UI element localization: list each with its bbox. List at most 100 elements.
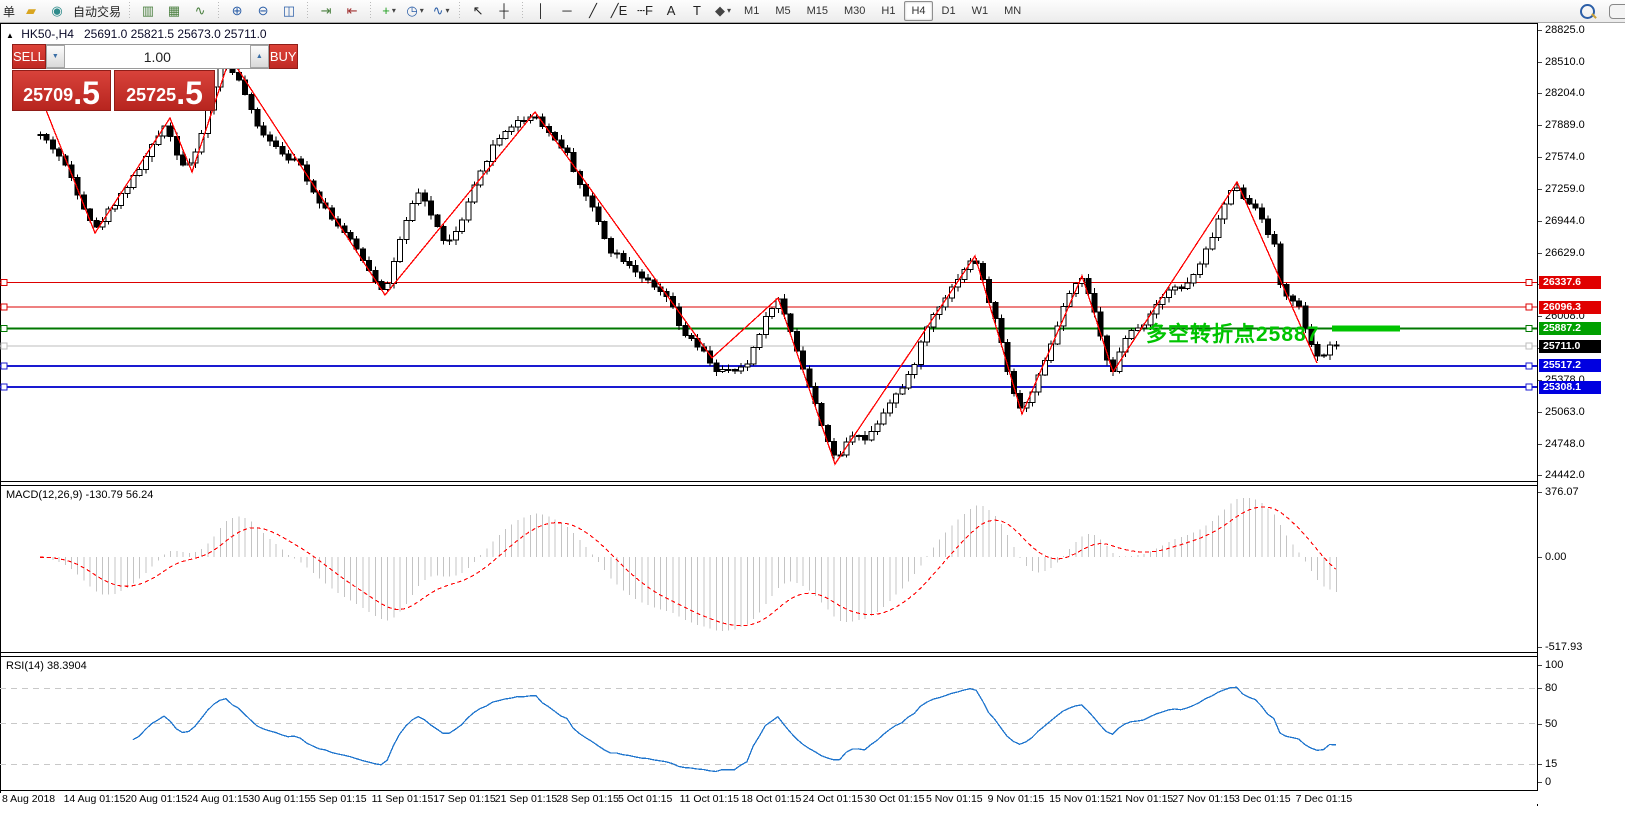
rsi-pane-canvas[interactable] [0,657,1537,790]
main-chart-canvas[interactable] [0,24,1537,481]
pane-separator[interactable] [0,656,1625,657]
chart-line-icon[interactable]: ∿ [194,3,206,18]
bid-main: 25709 [23,85,74,105]
chart-top-border [0,23,1625,24]
bid-price-button[interactable]: 25709 .5 [12,70,112,111]
date-axis-label: 30 Aug 01:15 [248,793,311,805]
auto-trading-label[interactable]: 自动交易 [73,4,122,19]
volume-input[interactable] [64,45,250,68]
search-icon[interactable] [1580,3,1595,19]
price-axis-tick: 28510.0 [1545,55,1585,68]
chart-shift-icon[interactable]: ⇥ [320,3,332,18]
price-axis-tick: 24748.0 [1545,437,1585,450]
timeframe-m5[interactable]: M5 [775,5,791,17]
price-axis-tick: 27889.0 [1545,119,1585,132]
auto-scroll-icon[interactable]: ⇤ [346,3,358,18]
shapes-icon[interactable]: ◆ ▾ [711,0,735,22]
axis-tick-mark [1538,723,1542,725]
channel-icon[interactable]: ╱E [610,3,628,18]
toolbar-separator [126,2,134,20]
rsi-axis-tick: 100 [1545,659,1564,671]
orders-label[interactable]: 单 [3,4,16,19]
dropdown-arrow-icon[interactable]: ▾ [419,6,424,15]
zoom-out-icon[interactable]: ⊖ [257,3,269,18]
axis-tick-mark [1538,475,1542,476]
date-axis-border [0,790,1625,791]
main-toolbar: 单 ▰ ◉ 自动交易 ▥ ▦ ∿ ⊕ ⊖ ◫ ⇥ ⇤ + ▾ ◷ ▾ ∿ ▾ ↖ ┼ │ ─ ╱ ╱E ┄F A T ◆ ▾ M… [0,0,1625,23]
ask-price-button[interactable]: 25725 .5 [114,70,215,111]
timeframe-mn[interactable]: MN [1004,5,1022,17]
timeframe-h1[interactable]: H1 [881,5,896,17]
pane-separator[interactable] [0,652,1537,653]
date-axis-label: 5 Sep 01:15 [310,793,367,805]
dropdown-arrow-icon[interactable]: ▾ [445,6,450,15]
text-icon[interactable]: A [666,3,676,18]
date-axis-label: 11 Oct 01:15 [679,793,739,805]
timeframe-m1[interactable]: M1 [744,5,760,17]
fibonacci-icon[interactable]: ┄F [637,3,653,18]
axis-tick-mark [1538,188,1542,190]
rsi-axis-tick: 0 [1545,776,1552,788]
macd-pane-canvas[interactable] [0,486,1537,652]
date-axis-label: 21 Sep 01:15 [494,793,558,805]
axis-tick-mark [1538,411,1542,413]
trendline-icon[interactable]: ╱ [589,3,597,18]
sell-button[interactable]: SELL [12,44,46,69]
chart-annotation-text[interactable]: 多空转折点25887 [1146,323,1320,346]
dropdown-arrow-icon[interactable]: ▾ [727,6,732,15]
new-order-icon[interactable]: + ▾ [377,0,401,22]
pane-separator[interactable] [0,485,1625,486]
volume-down-button[interactable]: ▼ [45,45,65,68]
buy-button[interactable]: BUY [268,44,298,69]
macd-axis-tick: -517.93 [1545,641,1583,653]
crosshair-icon[interactable]: ┼ [499,3,509,18]
timeframe-m30[interactable]: M30 [844,5,866,17]
auto-trading-icon[interactable]: ◉ [51,3,63,18]
date-axis-label: 21 Nov 01:15 [1110,793,1174,805]
date-axis-label: 7 Dec 01:15 [1295,793,1353,805]
date-axis-label: 8 Aug 2018 [2,793,56,805]
timeframe-h4[interactable]: H4 [904,1,933,21]
axis-tick-mark [1538,379,1542,381]
axis-tick-mark [1538,157,1542,158]
chart-left-border [0,24,1,806]
price-axis-tick: 28825.0 [1545,24,1585,36]
price-axis-tick: 26944.0 [1545,214,1585,227]
date-axis[interactable]: 8 Aug 2018 14 Aug 01:15 20 Aug 01:15 24 Aug… [0,793,1537,806]
tile-windows-icon[interactable]: ◫ [282,3,296,18]
date-axis-label: 11 Sep 01:15 [371,793,434,805]
indicators-icon[interactable]: ∿ ▾ [429,0,453,22]
rsi-indicator-label: RSI(14) 38.3904 [6,660,87,672]
period-clock-icon[interactable]: ◷ ▾ [403,0,427,22]
date-axis-label: 17 Sep 01:15 [433,793,496,805]
chat-icon[interactable] [1609,3,1625,19]
price-axis[interactable]: 28825.0 28510.0 28204.0 27889.0 27574.0 27259… [1538,23,1625,806]
cursor-icon[interactable]: ↖ [472,3,484,18]
axis-tick-mark [1538,30,1542,31]
axis-tick-mark [1538,93,1542,95]
collapse-arrow-icon[interactable]: ▲ [6,31,14,40]
date-axis-label: 27 Nov 01:15 [1172,793,1235,805]
axis-tick-mark [1538,665,1542,666]
vertical-line-icon[interactable]: │ [536,3,546,18]
timeframe-m15[interactable]: M15 [806,5,828,17]
horizontal-line-icon[interactable]: ─ [562,3,572,18]
text-label-icon[interactable]: T [693,3,701,18]
volume-up-button[interactable]: ▲ [249,45,269,68]
timeframe-w1[interactable]: W1 [971,5,989,17]
chart-bars-icon[interactable]: ▥ [141,3,155,18]
ohlc-values: 25691.0 25821.5 25673.0 25711.0 [83,27,267,41]
chart-candles-icon[interactable]: ▦ [167,3,181,18]
symbol-period-label: HK50-,H4 [21,27,74,41]
pane-separator[interactable] [0,481,1537,482]
macd-indicator-label: MACD(12,26,9) -130.79 56.24 [6,489,154,501]
timeframe-d1[interactable]: D1 [941,5,956,17]
price-axis-tick: 27259.0 [1545,182,1585,195]
dropdown-arrow-icon[interactable]: ▾ [391,6,396,15]
date-axis-label: 28 Sep 01:15 [556,793,619,805]
gold-ingot-icon[interactable]: ▰ [26,3,37,18]
zoom-in-icon[interactable]: ⊕ [231,3,243,18]
axis-divider [1537,23,1538,791]
one-click-trade-panel: SELL ▼ ▲ BUY 25709 .5 25725 .5 [12,44,298,111]
